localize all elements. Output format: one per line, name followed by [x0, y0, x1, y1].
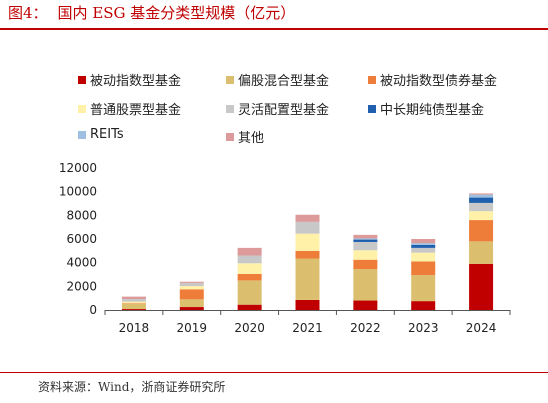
legend-item: 被动指数型债券基金 — [368, 70, 497, 89]
x-tick-label: 2021 — [292, 321, 323, 335]
x-tick-label: 2022 — [350, 321, 381, 335]
bar-segment — [237, 304, 262, 310]
bar-segment — [295, 233, 320, 251]
legend-item: 灵活配置型基金 — [226, 99, 329, 118]
x-tick-label: 2018 — [119, 321, 150, 335]
bar-segment — [469, 241, 494, 264]
bar-segment — [469, 194, 494, 198]
bar-segment — [411, 252, 436, 262]
figure-number: 图4： — [8, 4, 48, 22]
bar-segment — [179, 289, 204, 300]
legend-item: 其他 — [226, 127, 264, 146]
bar-segment — [411, 243, 436, 245]
legend-swatch — [368, 75, 376, 84]
legend-item: 中长期纯债型基金 — [368, 99, 484, 118]
figure-title-text: 国内 ESG 基金分类型规模（亿元） — [57, 4, 296, 22]
bar-segment — [411, 239, 436, 244]
bar-segment — [295, 299, 320, 310]
bar-segment — [353, 269, 378, 301]
bar-segment — [121, 296, 146, 299]
bar-segment — [411, 244, 436, 248]
bar-segment — [353, 259, 378, 270]
legend-label: 被动指数型债券基金 — [380, 74, 498, 89]
bar-segment — [353, 300, 378, 310]
top-divider — [0, 28, 548, 30]
bar-segment — [121, 298, 146, 302]
x-tick-label: 2020 — [234, 321, 265, 335]
legend-label: 其他 — [238, 131, 265, 146]
bar-segment — [121, 303, 146, 310]
y-tick-label: 2000 — [66, 279, 97, 293]
bar-segment — [295, 250, 320, 259]
legend-swatch — [78, 104, 86, 113]
legend-swatch — [226, 104, 234, 113]
y-tick-label: 12000 — [59, 161, 97, 175]
bar-segment — [411, 247, 436, 253]
bar-segment — [121, 303, 146, 304]
legend-item: 普通股票型基金 — [78, 99, 181, 118]
source-note: 资料来源：Wind，浙商证券研究所 — [38, 380, 226, 394]
y-tick-label: 8000 — [66, 208, 97, 222]
y-tick-label: 6000 — [66, 232, 97, 246]
bar-segment — [469, 211, 494, 221]
bar-segment — [469, 220, 494, 242]
legend-swatch — [78, 75, 86, 84]
y-tick-label: 10000 — [59, 185, 97, 199]
bar-segment — [353, 239, 378, 242]
x-tick-label: 2023 — [408, 321, 439, 335]
bar-segment — [121, 309, 146, 310]
legend-item: 被动指数型基金 — [78, 70, 181, 89]
y-tick-label: 4000 — [66, 256, 97, 270]
bottom-divider — [0, 372, 548, 373]
bar-segment — [237, 273, 262, 281]
bar-segment — [179, 299, 204, 308]
bar-segment — [469, 193, 494, 195]
y-tick-label: 0 — [89, 303, 97, 317]
bar-segment — [353, 241, 378, 251]
bar-segment — [469, 263, 494, 310]
bar-segment — [295, 258, 320, 300]
bar-segment — [237, 255, 262, 264]
legend-swatch — [78, 130, 86, 139]
bar-segment — [411, 275, 436, 302]
bar-segment — [469, 197, 494, 203]
bar-segment — [353, 250, 378, 260]
x-tick-label: 2019 — [177, 321, 208, 335]
bar-segment — [179, 286, 204, 290]
legend-label: 灵活配置型基金 — [238, 103, 330, 118]
bar-segment — [353, 238, 378, 240]
bar-segment — [121, 301, 146, 304]
bar-segment — [469, 202, 494, 212]
bar-segment — [179, 307, 204, 310]
x-tick-label: 2024 — [466, 321, 497, 335]
legend-item: REITs — [78, 127, 124, 142]
bar-segment — [411, 261, 436, 276]
legend-item: 偏股混合型基金 — [226, 70, 329, 89]
legend-label: REITs — [90, 127, 124, 142]
bar-segment — [237, 280, 262, 305]
bar-segment — [237, 263, 262, 274]
legend-swatch — [226, 132, 234, 141]
legend-swatch — [368, 104, 376, 113]
legend-label: 普通股票型基金 — [90, 103, 182, 118]
bar-segment — [179, 282, 204, 287]
bar-segment — [179, 281, 204, 283]
bar-segment — [411, 301, 436, 310]
legend-label: 中长期纯债型基金 — [380, 103, 485, 118]
chart-title: 图4： 国内 ESG 基金分类型规模（亿元） — [8, 2, 295, 23]
legend-label: 偏股混合型基金 — [238, 74, 330, 89]
legend-swatch — [226, 75, 234, 84]
legend-label: 被动指数型基金 — [90, 74, 182, 89]
bar-segment — [237, 247, 262, 256]
bar-segment — [353, 234, 378, 239]
bar-segment — [295, 214, 320, 222]
bar-segment — [295, 221, 320, 234]
